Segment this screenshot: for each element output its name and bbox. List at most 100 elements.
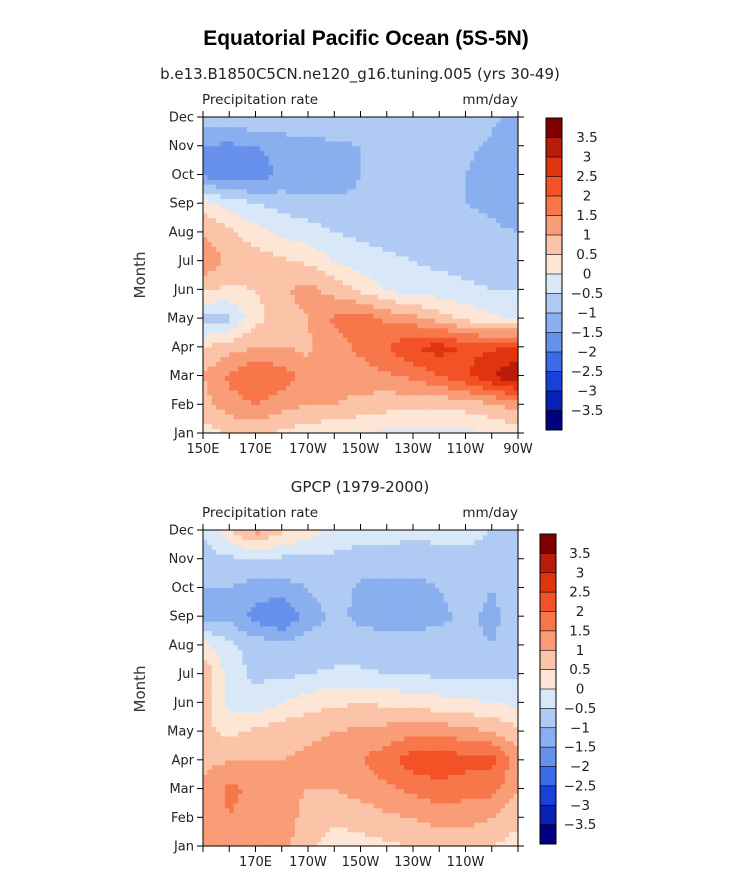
heatmap-cell bbox=[259, 337, 265, 343]
heatmap-cell bbox=[338, 179, 344, 185]
heatmap-cell bbox=[356, 418, 362, 425]
heatmap-cell bbox=[404, 193, 410, 199]
heatmap-cell bbox=[399, 322, 405, 329]
heatmap-cell bbox=[369, 231, 375, 238]
heatmap-cell bbox=[417, 140, 423, 147]
heatmap-cell bbox=[216, 389, 222, 396]
heatmap-cell bbox=[509, 164, 515, 171]
heatmap-cell bbox=[500, 227, 506, 233]
heatmap-cell bbox=[413, 217, 418, 223]
heatmap-cell bbox=[386, 184, 392, 190]
heatmap-cell bbox=[369, 337, 375, 343]
heatmap-cell bbox=[356, 399, 362, 405]
heatmap-cell bbox=[426, 356, 432, 362]
heatmap-cell bbox=[229, 380, 235, 386]
heatmap-cell bbox=[483, 423, 488, 429]
heatmap-cell bbox=[334, 361, 340, 367]
heatmap-cell bbox=[233, 298, 239, 305]
heatmap-cell bbox=[430, 413, 436, 420]
heatmap-cell bbox=[343, 289, 348, 295]
heatmap-cell bbox=[364, 265, 370, 271]
colorbar-swatch bbox=[546, 215, 562, 236]
heatmap-cell bbox=[229, 370, 235, 377]
heatmap-cell bbox=[343, 365, 348, 372]
heatmap-cell bbox=[417, 361, 423, 367]
heatmap-cell bbox=[382, 164, 388, 171]
heatmap-cell bbox=[321, 289, 327, 295]
heatmap-cell bbox=[496, 145, 502, 152]
heatmap-cell bbox=[417, 260, 423, 267]
heatmap-cell bbox=[461, 279, 467, 286]
heatmap-cell bbox=[290, 160, 296, 166]
heatmap-cell bbox=[465, 428, 471, 434]
heatmap-cell bbox=[413, 351, 418, 357]
heatmap-cell bbox=[286, 217, 292, 223]
heatmap-cell bbox=[312, 318, 318, 324]
heatmap-cell bbox=[456, 298, 462, 305]
heatmap-cell bbox=[329, 399, 335, 405]
heatmap-cell bbox=[220, 817, 226, 823]
heatmap-cell bbox=[281, 227, 287, 233]
heatmap-cell bbox=[299, 193, 305, 199]
heatmap-cell bbox=[456, 241, 462, 247]
heatmap-cell bbox=[395, 169, 401, 176]
heatmap-cell bbox=[216, 836, 222, 842]
heatmap-cell bbox=[382, 260, 388, 267]
heatmap-cell bbox=[211, 332, 217, 338]
heatmap-cell bbox=[321, 169, 327, 176]
heatmap-cell bbox=[238, 117, 243, 123]
heatmap-cell bbox=[207, 222, 213, 228]
heatmap-cell bbox=[391, 318, 397, 324]
heatmap-cell bbox=[369, 423, 375, 429]
heatmap-cell bbox=[321, 279, 327, 286]
heatmap-cell bbox=[347, 413, 353, 420]
heatmap-cell bbox=[395, 298, 401, 305]
heatmap-cell bbox=[338, 131, 344, 137]
heatmap-cell bbox=[465, 241, 471, 247]
heatmap-cell bbox=[281, 399, 287, 405]
heatmap-cell bbox=[264, 428, 270, 434]
heatmap-cell bbox=[238, 150, 243, 156]
heatmap-cell bbox=[281, 308, 287, 314]
heatmap-cell bbox=[426, 375, 432, 381]
heatmap-cell bbox=[369, 188, 375, 195]
heatmap-cell bbox=[203, 361, 208, 367]
heatmap-cell bbox=[229, 203, 235, 209]
heatmap-cell bbox=[386, 365, 392, 372]
heatmap-cell bbox=[465, 289, 471, 295]
heatmap-cell bbox=[290, 260, 296, 267]
heatmap-cell bbox=[426, 279, 432, 286]
heatmap-cell bbox=[220, 270, 226, 276]
heatmap-cell bbox=[242, 136, 248, 142]
heatmap-cell bbox=[369, 136, 375, 142]
heatmap-cell bbox=[364, 308, 370, 314]
heatmap-cell bbox=[395, 222, 401, 228]
heatmap-cell bbox=[343, 227, 348, 233]
heatmap-cell bbox=[430, 385, 436, 391]
heatmap-cell bbox=[308, 131, 313, 137]
heatmap-cell bbox=[203, 117, 208, 123]
heatmap-cell bbox=[386, 279, 392, 286]
heatmap-cell bbox=[452, 356, 458, 362]
heatmap-cell bbox=[373, 289, 379, 295]
heatmap-cell bbox=[303, 289, 309, 295]
heatmap-cell bbox=[233, 822, 239, 828]
heatmap-cell bbox=[360, 164, 366, 171]
heatmap-cell bbox=[386, 385, 392, 391]
heatmap-cell bbox=[500, 394, 506, 401]
heatmap-cell bbox=[351, 155, 357, 161]
heatmap-cell bbox=[496, 270, 502, 276]
heatmap-cell bbox=[220, 203, 226, 209]
heatmap-cell bbox=[229, 241, 235, 247]
heatmap-cell bbox=[504, 318, 510, 324]
heatmap-cell bbox=[408, 399, 414, 405]
heatmap-cell bbox=[321, 332, 327, 338]
heatmap-cell bbox=[469, 131, 475, 137]
heatmap-cell bbox=[487, 318, 493, 324]
heatmap-cell bbox=[277, 298, 283, 305]
heatmap-cell bbox=[434, 198, 440, 204]
heatmap-cell bbox=[216, 222, 222, 228]
heatmap-cell bbox=[264, 179, 270, 185]
heatmap-cell bbox=[233, 826, 239, 833]
heatmap-cell bbox=[233, 184, 239, 190]
